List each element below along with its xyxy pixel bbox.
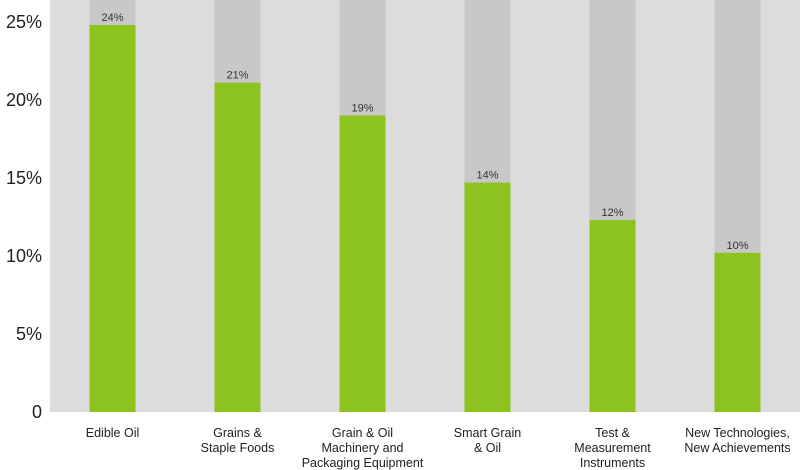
bar-3	[464, 182, 511, 412]
x-tick-label-line: New Achievements	[684, 441, 790, 455]
y-tick-label-4: 20%	[6, 90, 42, 110]
y-tick-label-1: 5%	[16, 324, 42, 344]
y-tick-label-5: 25%	[6, 12, 42, 32]
bar-0	[89, 24, 136, 412]
x-tick-label-line: Staple Foods	[201, 441, 275, 455]
plot-background	[50, 0, 800, 412]
x-tick-label-line: Grains &	[213, 426, 262, 440]
bar-5	[714, 252, 761, 412]
y-tick-label-0: 0	[32, 402, 42, 422]
y-tick-label-2: 10%	[6, 246, 42, 266]
x-tick-label-line: Machinery and	[322, 441, 404, 455]
data-label-4: 12%	[601, 207, 623, 219]
data-label-5: 10%	[726, 240, 748, 252]
data-label-0: 24%	[101, 12, 123, 24]
data-label-2: 19%	[351, 102, 373, 114]
bar-4	[589, 220, 636, 412]
x-tick-label-line: Edible Oil	[86, 426, 140, 440]
x-tick-label-5: New Technologies, New Achievements	[684, 426, 790, 455]
x-tick-label-line: & Oil	[474, 441, 501, 455]
x-tick-label-0: Edible Oil	[86, 426, 140, 440]
x-tick-label-4: Test & Measurement Instruments	[574, 426, 651, 470]
x-tick-label-line: Test &	[595, 426, 630, 440]
x-tick-label-line: Packaging Equipment	[302, 456, 424, 470]
x-tick-label-line: Measurement	[574, 441, 651, 455]
data-label-3: 14%	[476, 170, 498, 182]
x-tick-label-1: Grains & Staple Foods	[201, 426, 275, 455]
x-tick-label-line: Grain & Oil	[332, 426, 393, 440]
bar-2	[339, 115, 386, 412]
x-tick-label-3: Smart Grain & Oil	[454, 426, 521, 455]
data-label-1: 21%	[226, 70, 248, 82]
y-tick-label-3: 15%	[6, 168, 42, 188]
x-tick-label-2: Grain & Oil Machinery and Packaging Equipm…	[302, 426, 424, 470]
x-tick-label-line: New Technologies,	[685, 426, 790, 440]
x-tick-label-line: Smart Grain	[454, 426, 521, 440]
bar-1	[214, 82, 261, 412]
x-tick-label-line: Instruments	[580, 456, 645, 470]
